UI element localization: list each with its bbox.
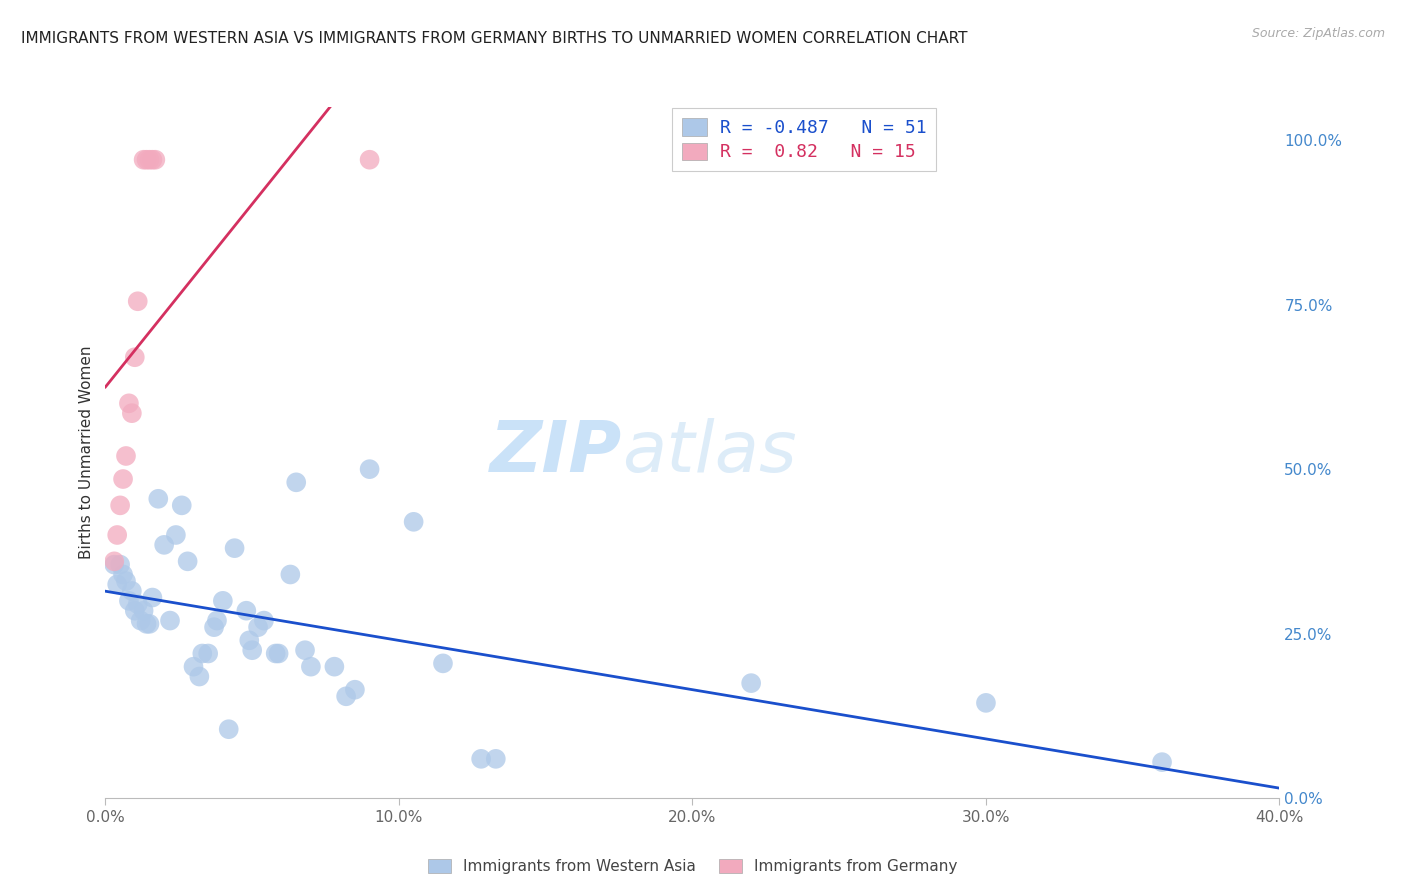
Point [108, 499, 131, 513]
Point [264, 647, 287, 661]
Point [129, 614, 152, 628]
Point [294, 643, 316, 657]
Point [124, 604, 146, 618]
Point [188, 669, 211, 683]
Legend: Immigrants from Western Asia, Immigrants from Germany: Immigrants from Western Asia, Immigrants… [422, 854, 963, 880]
Point [103, 558, 125, 572]
Point [176, 554, 198, 568]
Point [112, 472, 135, 486]
Point [135, 153, 157, 167]
Text: Source: ZipAtlas.com: Source: ZipAtlas.com [1251, 27, 1385, 40]
Point [115, 449, 138, 463]
Point [148, 491, 170, 506]
Point [141, 591, 163, 605]
Point [238, 633, 260, 648]
Point [141, 153, 163, 167]
Point [183, 659, 205, 673]
Point [118, 396, 141, 410]
Point [470, 752, 492, 766]
Text: atlas: atlas [621, 418, 797, 487]
Point [132, 153, 155, 167]
Point [103, 554, 125, 568]
Point [235, 604, 257, 618]
Point [121, 583, 143, 598]
Point [170, 499, 193, 513]
Text: IMMIGRANTS FROM WESTERN ASIA VS IMMIGRANTS FROM GERMANY BIRTHS TO UNMARRIED WOME: IMMIGRANTS FROM WESTERN ASIA VS IMMIGRAN… [21, 31, 967, 46]
Point [974, 696, 997, 710]
Point [224, 541, 246, 556]
Point [485, 752, 508, 766]
Point [740, 676, 762, 690]
Point [240, 643, 263, 657]
Point [108, 558, 131, 572]
Point [118, 594, 141, 608]
Point [335, 690, 357, 704]
Point [132, 604, 155, 618]
Point [127, 597, 149, 611]
Point [138, 616, 160, 631]
Point [432, 657, 454, 671]
Y-axis label: Births to Unmarried Women: Births to Unmarried Women [79, 346, 94, 559]
Point [267, 647, 290, 661]
Point [359, 153, 381, 167]
Point [280, 567, 302, 582]
Point [112, 567, 135, 582]
Point [323, 659, 346, 673]
Point [1150, 755, 1173, 769]
Point [127, 294, 149, 309]
Point [205, 614, 228, 628]
Point [105, 577, 128, 591]
Point [124, 350, 146, 364]
Point [359, 462, 381, 476]
Point [159, 614, 181, 628]
Point [299, 659, 322, 673]
Text: ZIP: ZIP [489, 418, 621, 487]
Point [191, 647, 214, 661]
Point [115, 574, 138, 588]
Point [211, 594, 233, 608]
Point [165, 528, 187, 542]
Point [197, 647, 219, 661]
Point [343, 682, 366, 697]
Point [105, 528, 128, 542]
Point [135, 616, 157, 631]
Point [253, 614, 276, 628]
Point [285, 475, 308, 490]
Point [218, 723, 240, 737]
Point [202, 620, 225, 634]
Point [402, 515, 425, 529]
Point [153, 538, 176, 552]
Point [247, 620, 270, 634]
Point [121, 406, 143, 420]
Point [138, 153, 160, 167]
Point [143, 153, 166, 167]
